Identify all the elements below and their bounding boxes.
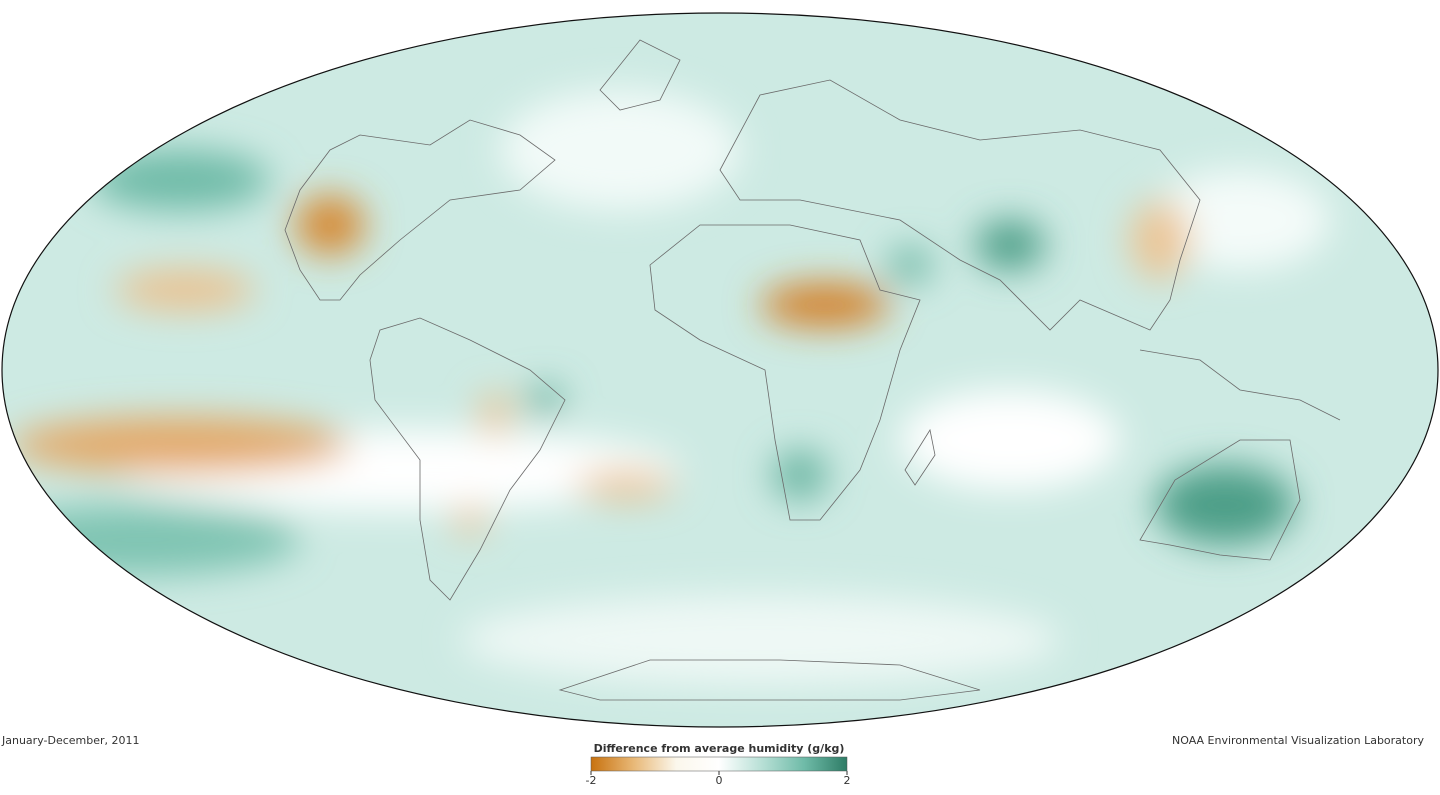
legend: Difference from average humidity (g/kg) … [586, 742, 851, 787]
globe-outline [1, 12, 1439, 728]
legend-tick-label: 0 [716, 774, 723, 787]
color-bar [590, 756, 848, 772]
map [1, 12, 1439, 728]
globe [2, 13, 1438, 727]
legend-title: Difference from average humidity (g/kg) [594, 742, 845, 755]
legend-tick-label: -2 [586, 774, 597, 787]
legend-tick-label: 2 [844, 774, 851, 787]
date-label: January-December, 2011 [1, 734, 140, 747]
coastlines [284, 39, 1341, 701]
credit: NOAA Environmental Visualization Laborat… [1172, 734, 1424, 747]
